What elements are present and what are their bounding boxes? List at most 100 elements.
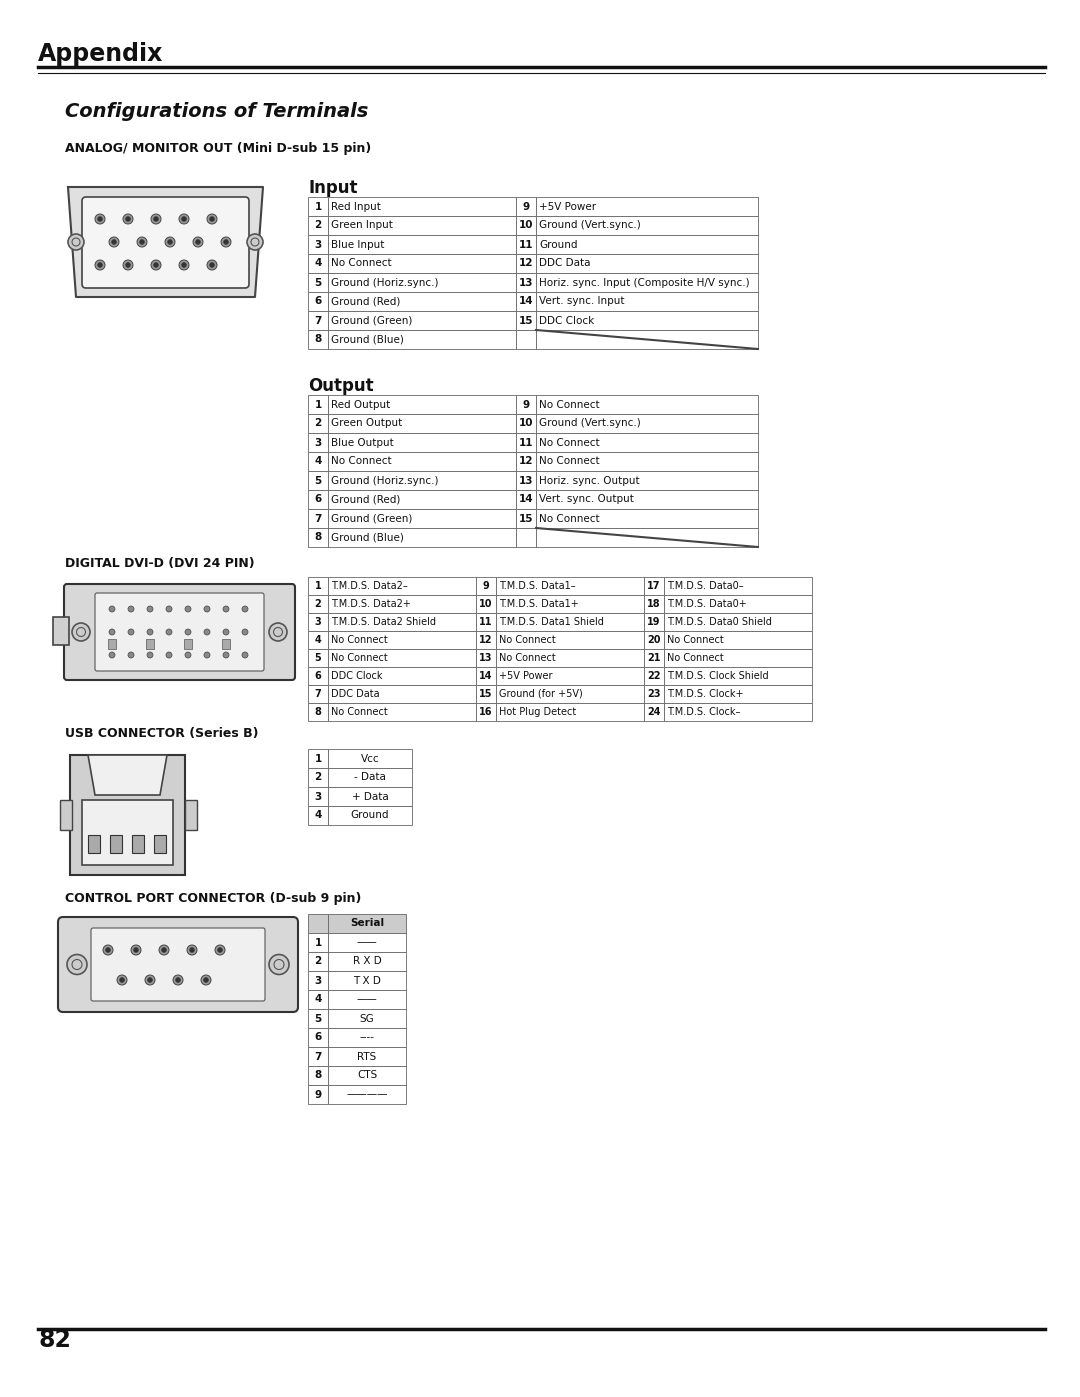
- Circle shape: [242, 629, 248, 636]
- Circle shape: [173, 975, 183, 985]
- Text: No Connect: No Connect: [539, 457, 599, 467]
- Text: 15: 15: [480, 689, 492, 698]
- Circle shape: [179, 260, 189, 270]
- Bar: [496, 631, 644, 650]
- Bar: [536, 330, 758, 349]
- Bar: [60, 800, 72, 830]
- Bar: [328, 330, 516, 349]
- Text: SG: SG: [360, 1013, 375, 1024]
- Text: Ground (Horiz.sync.): Ground (Horiz.sync.): [330, 475, 438, 486]
- Bar: [308, 650, 328, 666]
- Bar: [308, 971, 328, 990]
- Text: 15: 15: [518, 316, 534, 326]
- Bar: [476, 703, 496, 721]
- Text: 18: 18: [647, 599, 661, 609]
- Circle shape: [129, 606, 134, 612]
- Text: Ground (Green): Ground (Green): [330, 316, 413, 326]
- Bar: [308, 490, 328, 509]
- Bar: [328, 1009, 406, 1028]
- Text: T.M.D.S. Data1–: T.M.D.S. Data1–: [499, 581, 576, 591]
- Text: 2: 2: [314, 419, 322, 429]
- Bar: [308, 1046, 328, 1066]
- Bar: [516, 433, 536, 453]
- Bar: [308, 685, 328, 703]
- Bar: [516, 197, 536, 217]
- Text: 11: 11: [518, 437, 534, 447]
- Bar: [516, 312, 536, 330]
- Text: Vert. sync. Input: Vert. sync. Input: [539, 296, 624, 306]
- Bar: [308, 749, 328, 768]
- Text: Ground (Red): Ground (Red): [330, 495, 401, 504]
- Text: No Connect: No Connect: [330, 652, 388, 664]
- Text: Hot Plug Detect: Hot Plug Detect: [499, 707, 577, 717]
- Text: - Data: - Data: [354, 773, 386, 782]
- Bar: [308, 395, 328, 414]
- Bar: [516, 414, 536, 433]
- Text: 17: 17: [647, 581, 661, 591]
- Bar: [328, 395, 516, 414]
- Bar: [308, 613, 328, 631]
- Text: DDC Data: DDC Data: [330, 689, 380, 698]
- Circle shape: [109, 606, 114, 612]
- Text: 2: 2: [314, 599, 322, 609]
- Bar: [516, 528, 536, 548]
- Bar: [308, 471, 328, 490]
- Text: + Data: + Data: [352, 792, 389, 802]
- Bar: [664, 650, 812, 666]
- Circle shape: [179, 214, 189, 224]
- Bar: [328, 685, 476, 703]
- Circle shape: [207, 260, 217, 270]
- Text: 3: 3: [314, 437, 322, 447]
- Bar: [664, 703, 812, 721]
- Text: 8: 8: [314, 532, 322, 542]
- Text: DDC Clock: DDC Clock: [539, 316, 594, 326]
- Text: No Connect: No Connect: [330, 457, 392, 467]
- Text: 6: 6: [314, 671, 322, 680]
- Bar: [536, 509, 758, 528]
- Text: 12: 12: [518, 457, 534, 467]
- Circle shape: [269, 954, 289, 975]
- FancyBboxPatch shape: [64, 584, 295, 680]
- Text: 11: 11: [480, 617, 492, 627]
- Bar: [328, 914, 406, 933]
- Bar: [108, 638, 116, 650]
- Bar: [308, 433, 328, 453]
- Circle shape: [193, 237, 203, 247]
- Text: R X D: R X D: [353, 957, 381, 967]
- Circle shape: [215, 944, 225, 956]
- Bar: [644, 613, 664, 631]
- Bar: [308, 1009, 328, 1028]
- Circle shape: [166, 652, 172, 658]
- Bar: [644, 631, 664, 650]
- Bar: [328, 217, 516, 235]
- Bar: [328, 650, 476, 666]
- Text: 5: 5: [314, 1013, 322, 1024]
- Bar: [308, 914, 328, 933]
- Text: 1: 1: [314, 581, 322, 591]
- Text: 15: 15: [518, 514, 534, 524]
- Text: RTS: RTS: [357, 1052, 377, 1062]
- Bar: [328, 254, 516, 272]
- Text: No Connect: No Connect: [330, 636, 388, 645]
- Circle shape: [68, 235, 84, 250]
- Bar: [328, 613, 476, 631]
- Text: 1: 1: [314, 400, 322, 409]
- Text: USB CONNECTOR (Series B): USB CONNECTOR (Series B): [65, 726, 258, 740]
- Text: T.M.D.S. Clock Shield: T.M.D.S. Clock Shield: [667, 671, 769, 680]
- Circle shape: [167, 239, 173, 244]
- Text: 5: 5: [314, 475, 322, 486]
- Text: ——: ——: [356, 937, 377, 947]
- Bar: [328, 951, 406, 971]
- Text: No Connect: No Connect: [499, 652, 556, 664]
- Text: 7: 7: [314, 316, 322, 326]
- Bar: [308, 703, 328, 721]
- Bar: [308, 768, 328, 787]
- Bar: [328, 749, 411, 768]
- Circle shape: [247, 235, 264, 250]
- Circle shape: [204, 629, 210, 636]
- Text: No Connect: No Connect: [667, 652, 724, 664]
- Circle shape: [175, 978, 180, 982]
- Circle shape: [145, 975, 156, 985]
- Bar: [308, 806, 328, 826]
- Text: 2: 2: [314, 957, 322, 967]
